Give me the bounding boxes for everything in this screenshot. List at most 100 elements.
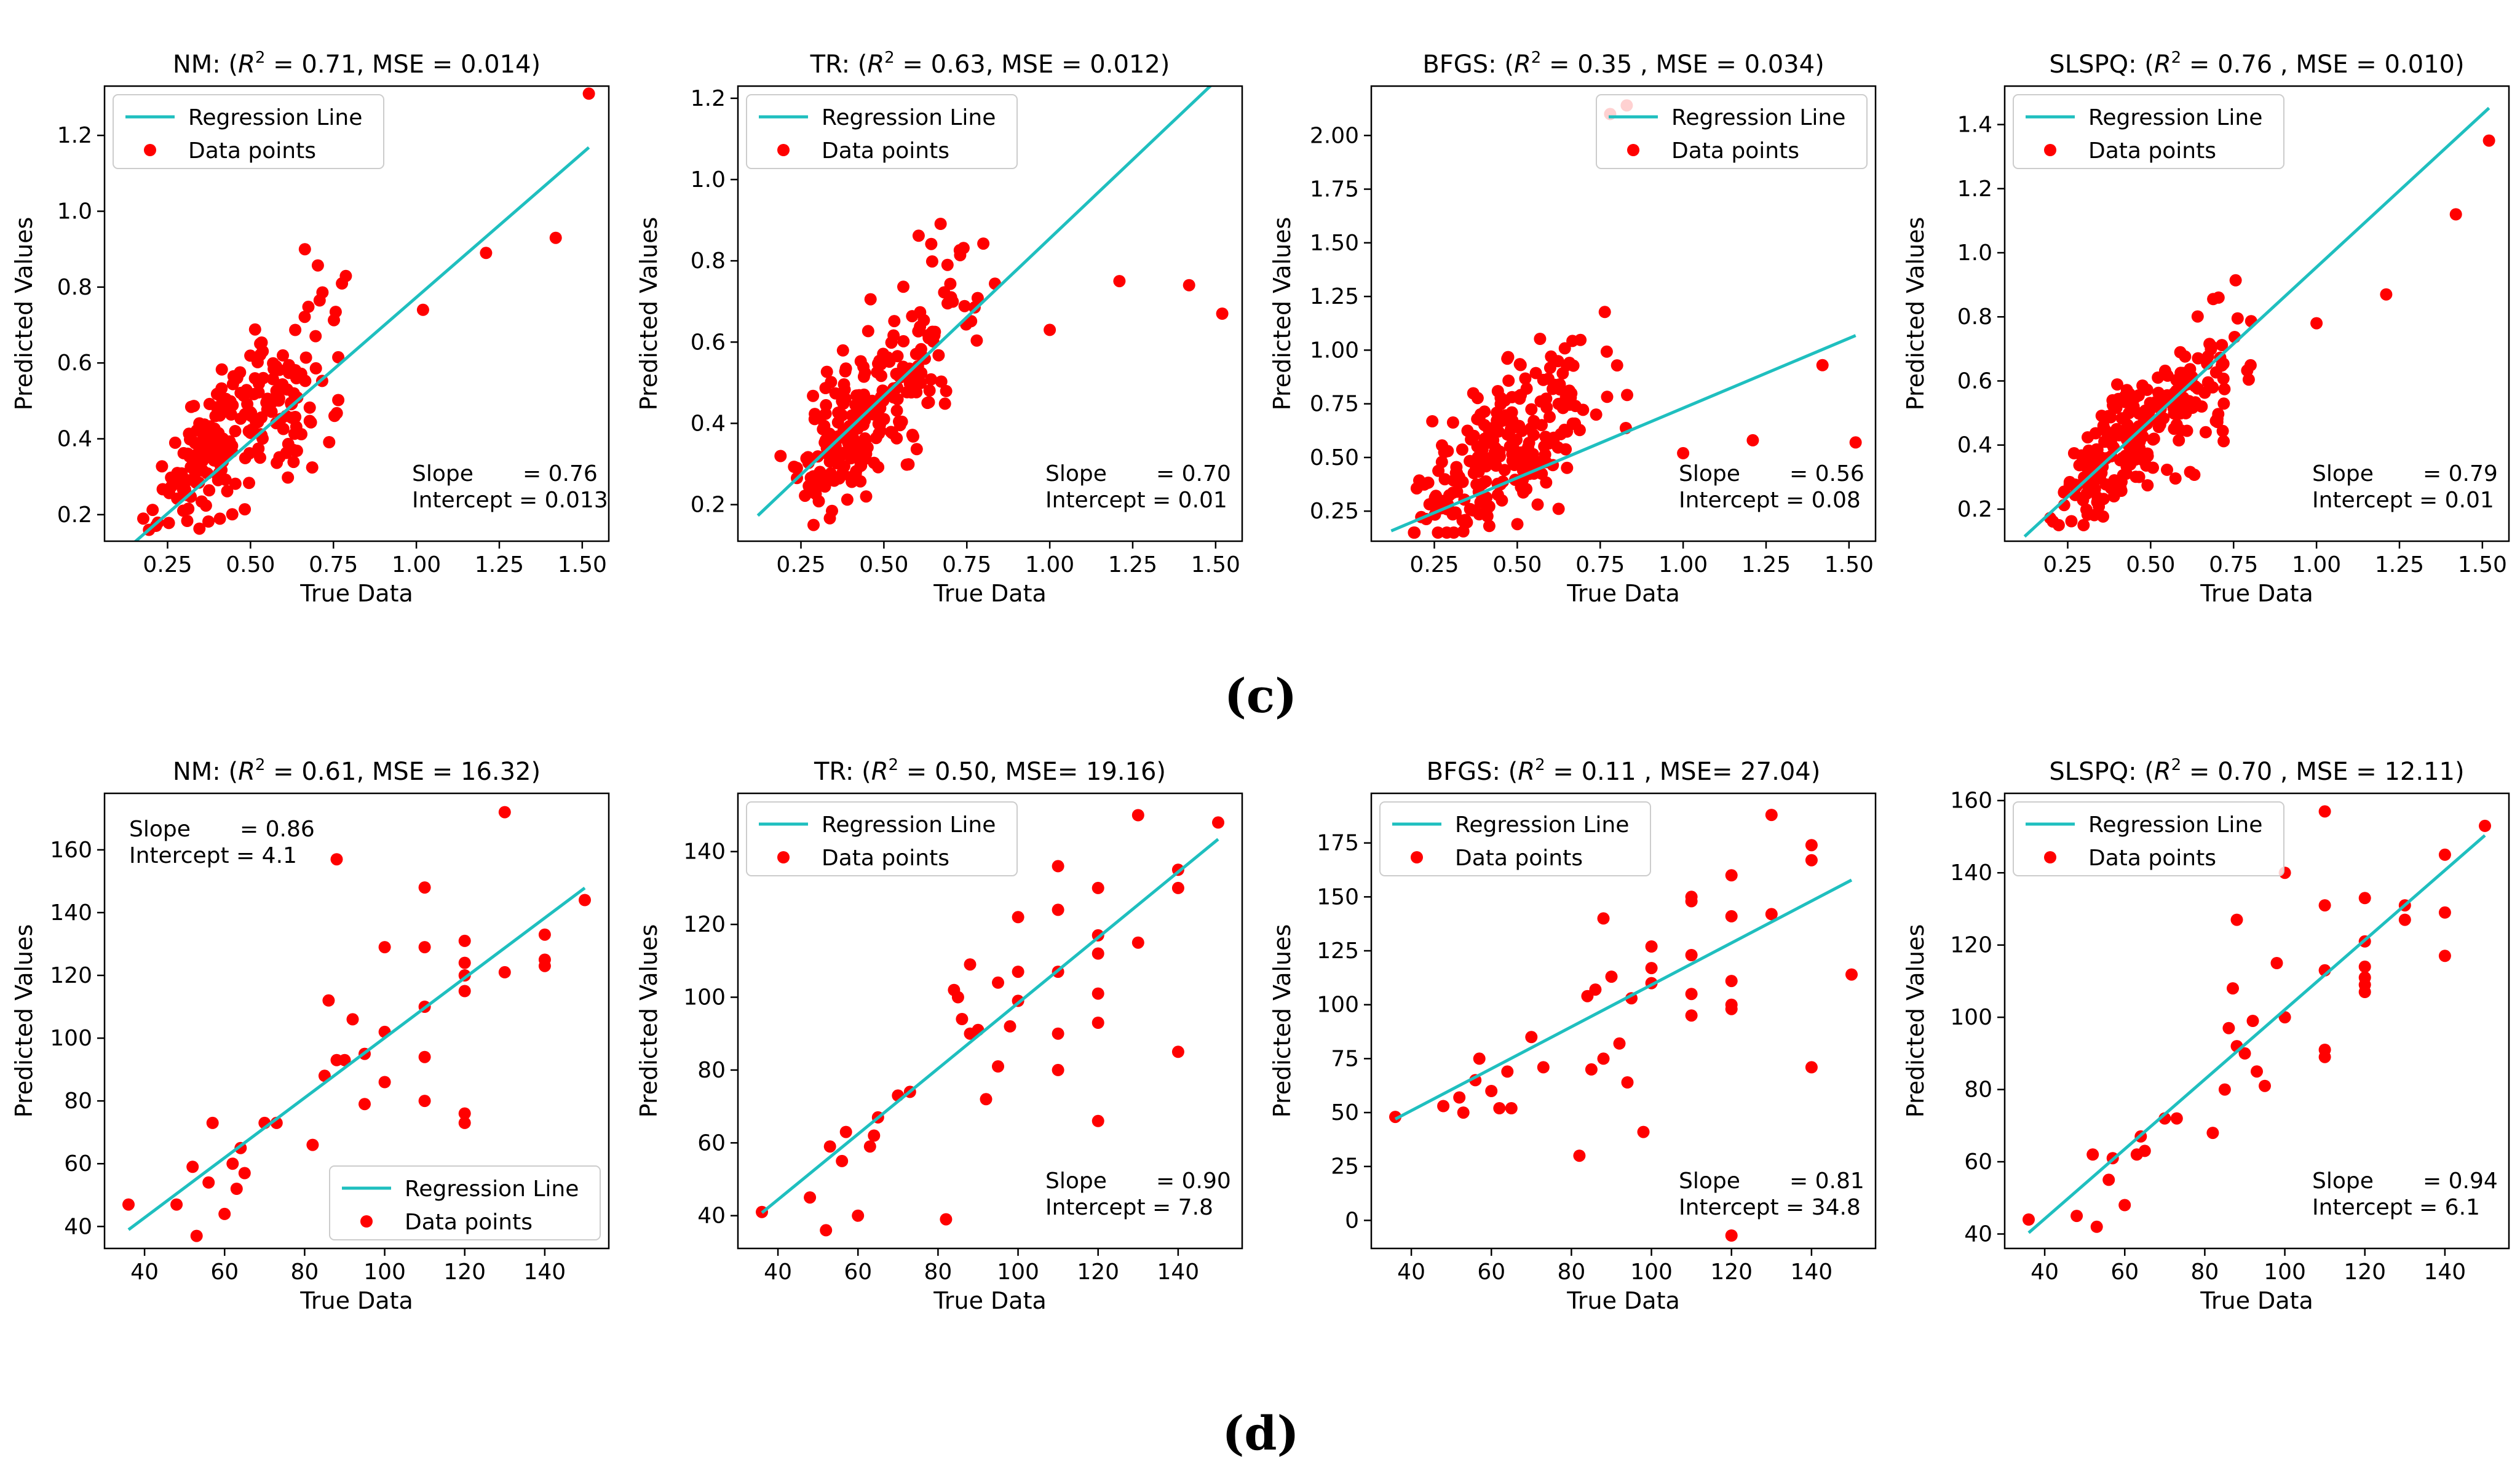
data-point: [1605, 970, 1618, 983]
data-point: [2121, 388, 2134, 401]
data-point: [218, 445, 231, 458]
data-point: [1685, 949, 1698, 961]
data-point: [1520, 483, 1533, 496]
data-point: [941, 258, 954, 271]
x-tick-label: 0.75: [2209, 552, 2258, 577]
data-point: [2104, 436, 2117, 449]
data-point: [820, 365, 833, 378]
data-point: [809, 408, 822, 421]
data-point: [922, 396, 935, 409]
data-point: [836, 344, 849, 357]
data-point: [239, 451, 252, 464]
legend-point-swatch: [2044, 144, 2056, 156]
legend-point-swatch: [777, 851, 790, 863]
regression-line: [761, 838, 1219, 1214]
data-point: [2229, 274, 2242, 287]
data-point: [862, 325, 874, 338]
data-point: [2147, 461, 2159, 474]
data-point: [925, 255, 938, 268]
legend-entry-points: Data points: [405, 1210, 533, 1235]
data-point: [1004, 1020, 1016, 1033]
data-point: [2077, 518, 2090, 531]
data-point: [1435, 456, 1448, 469]
y-tick-label: 100: [1950, 1005, 1992, 1030]
x-tick-label: 80: [2190, 1260, 2219, 1285]
data-point: [2438, 906, 2451, 919]
data-point: [2318, 899, 2331, 912]
y-tick-label: 120: [683, 912, 726, 937]
data-point: [215, 391, 228, 403]
data-point: [302, 300, 315, 313]
data-point: [2023, 1213, 2035, 1226]
data-point: [1171, 881, 1184, 894]
data-point: [1531, 498, 1544, 511]
data-point: [243, 477, 255, 490]
data-point: [1044, 323, 1056, 336]
legend: Regression Line Data points: [329, 1165, 601, 1240]
title-superscript: 2: [255, 756, 266, 774]
data-point: [378, 941, 391, 954]
y-tick-label: 100: [50, 1026, 92, 1051]
data-point: [1212, 816, 1224, 829]
data-point: [2106, 394, 2119, 407]
y-tick-label: 120: [1950, 933, 1992, 958]
data-point: [1845, 968, 1858, 981]
data-point: [2318, 1050, 2331, 1063]
y-tick-label: 140: [50, 900, 92, 926]
x-tick-label: 140: [524, 1260, 566, 1285]
data-point: [191, 437, 204, 450]
data-point: [1389, 1111, 1401, 1124]
title-r-symbol: R: [1518, 758, 1535, 786]
legend-point-swatch: [1411, 851, 1423, 863]
data-point: [2124, 451, 2137, 464]
y-tick-label: 75: [1331, 1046, 1359, 1071]
y-tick-label: 1.2: [1957, 177, 1992, 202]
plot-frame: [2003, 85, 2510, 542]
data-point: [929, 325, 941, 338]
y-tick-label: 0.4: [57, 427, 92, 452]
data-point: [812, 495, 825, 508]
stats-intercept: Intercept = 0.08: [1679, 488, 1861, 513]
data-point: [156, 460, 168, 473]
data-point: [146, 504, 159, 517]
data-point: [245, 423, 258, 436]
data-point: [1467, 429, 1480, 442]
data-point: [891, 393, 904, 406]
data-point: [1457, 1106, 1470, 1119]
data-point: [1597, 1052, 1610, 1065]
data-point: [338, 1053, 351, 1066]
data-point: [1428, 491, 1441, 504]
stats-intercept: Intercept = 34.8: [1679, 1195, 1861, 1220]
data-point: [265, 405, 278, 418]
data-point: [1450, 461, 1463, 474]
data-point: [2082, 431, 2094, 444]
data-point: [804, 1191, 817, 1204]
x-tick-label: 1.25: [475, 552, 524, 577]
x-tick-label: 80: [924, 1260, 952, 1285]
data-point: [911, 360, 924, 373]
data-point: [1551, 355, 1564, 368]
y-tick-label: 1.0: [1957, 240, 1992, 266]
title-r-symbol: R: [867, 50, 884, 79]
legend-entry-regression: Regression Line: [2088, 812, 2262, 838]
x-tick-label: 40: [130, 1260, 159, 1285]
y-tick-label: 1.0: [57, 199, 92, 224]
title-superscript: 2: [255, 49, 266, 67]
legend-point-swatch: [2044, 851, 2056, 863]
data-point: [215, 363, 228, 376]
data-point: [418, 1095, 431, 1108]
data-point: [2168, 423, 2181, 435]
data-point: [1092, 1017, 1104, 1029]
x-tick-label: 80: [290, 1260, 319, 1285]
data-point: [1491, 385, 1504, 397]
data-point: [458, 1116, 471, 1129]
data-point: [1488, 446, 1501, 459]
data-point: [2141, 383, 2153, 396]
y-tick-label: 1.0: [691, 167, 726, 192]
data-point: [1451, 475, 1464, 488]
data-point: [1171, 1045, 1184, 1058]
legend-entry-points: Data points: [2088, 138, 2216, 164]
